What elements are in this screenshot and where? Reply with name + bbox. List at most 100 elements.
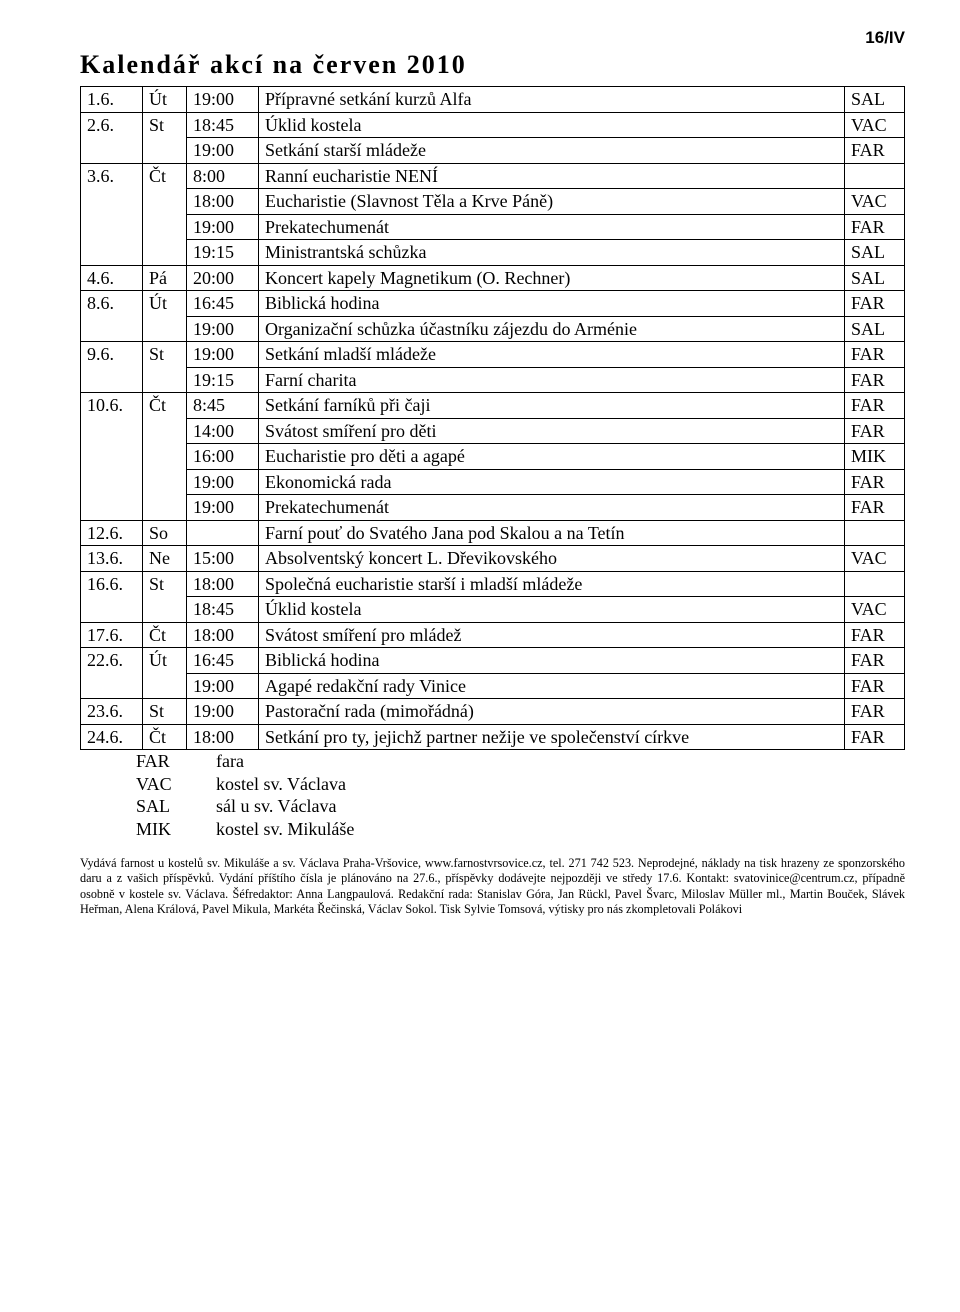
cell-description: Pastorační rada (mimořádná) xyxy=(259,699,845,725)
cell-time: 18:00 xyxy=(187,571,259,597)
cell-description: Absolventský koncert L. Dřevikovského xyxy=(259,546,845,572)
cell-time: 18:00 xyxy=(187,724,259,750)
table-row: 1.6.Út19:00Přípravné setkání kurzů AlfaS… xyxy=(81,87,905,113)
cell-date: 17.6. xyxy=(81,622,143,648)
cell-description: Setkání farníků při čaji xyxy=(259,393,845,419)
cell-day: St xyxy=(143,112,187,163)
cell-day: Čt xyxy=(143,724,187,750)
cell-location: FAR xyxy=(845,724,905,750)
cell-day: Ne xyxy=(143,546,187,572)
legend-key: MIK xyxy=(130,818,210,841)
cell-description: Agapé redakční rady Vinice xyxy=(259,673,845,699)
table-row: 19:15Farní charitaFAR xyxy=(81,367,905,393)
table-row: 19:00Organizační schůzka účastníku zájez… xyxy=(81,316,905,342)
cell-time: 8:45 xyxy=(187,393,259,419)
table-row: 12.6.SoFarní pouť do Svatého Jana pod Sk… xyxy=(81,520,905,546)
cell-location: FAR xyxy=(845,673,905,699)
cell-description: Organizační schůzka účastníku zájezdu do… xyxy=(259,316,845,342)
cell-location: SAL xyxy=(845,265,905,291)
cell-description: Ranní eucharistie NENÍ xyxy=(259,163,845,189)
cell-location xyxy=(845,571,905,597)
cell-date: 1.6. xyxy=(81,87,143,113)
cell-location: FAR xyxy=(845,138,905,164)
cell-time: 19:00 xyxy=(187,214,259,240)
cell-description: Společná eucharistie starší i mladší mlá… xyxy=(259,571,845,597)
cell-date: 22.6. xyxy=(81,648,143,699)
table-row: 2.6.St18:45Úklid kostelaVAC xyxy=(81,112,905,138)
cell-day: St xyxy=(143,571,187,622)
cell-location: FAR xyxy=(845,699,905,725)
cell-time: 20:00 xyxy=(187,265,259,291)
cell-location xyxy=(845,163,905,189)
cell-time: 18:00 xyxy=(187,622,259,648)
legend-key: FAR xyxy=(130,750,210,773)
cell-description: Eucharistie pro děti a agapé xyxy=(259,444,845,470)
table-row: 14:00Svátost smíření pro dětiFAR xyxy=(81,418,905,444)
cell-location: FAR xyxy=(845,469,905,495)
cell-day: Čt xyxy=(143,163,187,265)
cell-date: 24.6. xyxy=(81,724,143,750)
cell-date: 9.6. xyxy=(81,342,143,393)
cell-time: 8:00 xyxy=(187,163,259,189)
cell-location: VAC xyxy=(845,546,905,572)
cell-description: Farní charita xyxy=(259,367,845,393)
cell-time: 15:00 xyxy=(187,546,259,572)
cell-date: 13.6. xyxy=(81,546,143,572)
footer-text: Vydává farnost u kostelů sv. Mikuláše a … xyxy=(80,856,905,917)
table-row: 3.6.Čt8:00Ranní eucharistie NENÍ xyxy=(81,163,905,189)
cell-date: 2.6. xyxy=(81,112,143,163)
cell-description: Svátost smíření pro mládež xyxy=(259,622,845,648)
cell-location: SAL xyxy=(845,87,905,113)
table-row: 19:15Ministrantská schůzkaSAL xyxy=(81,240,905,266)
legend-row: FARfara xyxy=(130,750,364,773)
cell-day: Čt xyxy=(143,622,187,648)
table-row: 8.6.Út16:45Biblická hodinaFAR xyxy=(81,291,905,317)
table-row: 19:00PrekatechumenátFAR xyxy=(81,495,905,521)
cell-location: MIK xyxy=(845,444,905,470)
cell-description: Přípravné setkání kurzů Alfa xyxy=(259,87,845,113)
cell-location: FAR xyxy=(845,342,905,368)
legend-row: SALsál u sv. Václava xyxy=(130,795,364,818)
cell-location: VAC xyxy=(845,112,905,138)
cell-description: Svátost smíření pro děti xyxy=(259,418,845,444)
cell-location: FAR xyxy=(845,214,905,240)
table-row: 13.6.Ne15:00Absolventský koncert L. Dřev… xyxy=(81,546,905,572)
legend-key: VAC xyxy=(130,773,210,796)
cell-time: 14:00 xyxy=(187,418,259,444)
cell-time: 19:15 xyxy=(187,367,259,393)
table-row: 19:00Ekonomická radaFAR xyxy=(81,469,905,495)
cell-day: St xyxy=(143,699,187,725)
table-row: 19:00Agapé redakční rady ViniceFAR xyxy=(81,673,905,699)
cell-location: FAR xyxy=(845,393,905,419)
cell-location: FAR xyxy=(845,418,905,444)
legend-value: kostel sv. Mikuláše xyxy=(210,818,364,841)
legend-key: SAL xyxy=(130,795,210,818)
cell-day: Út xyxy=(143,648,187,699)
cell-day: So xyxy=(143,520,187,546)
cell-time: 16:00 xyxy=(187,444,259,470)
table-row: 22.6.Út16:45Biblická hodinaFAR xyxy=(81,648,905,674)
cell-location: FAR xyxy=(845,291,905,317)
cell-time: 19:00 xyxy=(187,673,259,699)
cell-description: Koncert kapely Magnetikum (O. Rechner) xyxy=(259,265,845,291)
table-row: 10.6.Čt8:45Setkání farníků při čajiFAR xyxy=(81,393,905,419)
cell-time: 18:00 xyxy=(187,189,259,215)
cell-date: 16.6. xyxy=(81,571,143,622)
cell-location: FAR xyxy=(845,367,905,393)
cell-day: St xyxy=(143,342,187,393)
cell-date: 23.6. xyxy=(81,699,143,725)
cell-time: 19:00 xyxy=(187,469,259,495)
cell-description: Biblická hodina xyxy=(259,648,845,674)
cell-date: 12.6. xyxy=(81,520,143,546)
cell-description: Prekatechumenát xyxy=(259,214,845,240)
cell-day: Čt xyxy=(143,393,187,521)
table-row: 9.6.St19:00Setkání mladší mládežeFAR xyxy=(81,342,905,368)
table-row: 17.6.Čt18:00Svátost smíření pro mládežFA… xyxy=(81,622,905,648)
cell-location: SAL xyxy=(845,240,905,266)
cell-description: Ekonomická rada xyxy=(259,469,845,495)
cell-location: VAC xyxy=(845,597,905,623)
table-row: 23.6.St19:00Pastorační rada (mimořádná)F… xyxy=(81,699,905,725)
table-row: 24.6.Čt18:00Setkání pro ty, jejichž part… xyxy=(81,724,905,750)
cell-description: Úklid kostela xyxy=(259,112,845,138)
cell-time: 16:45 xyxy=(187,291,259,317)
